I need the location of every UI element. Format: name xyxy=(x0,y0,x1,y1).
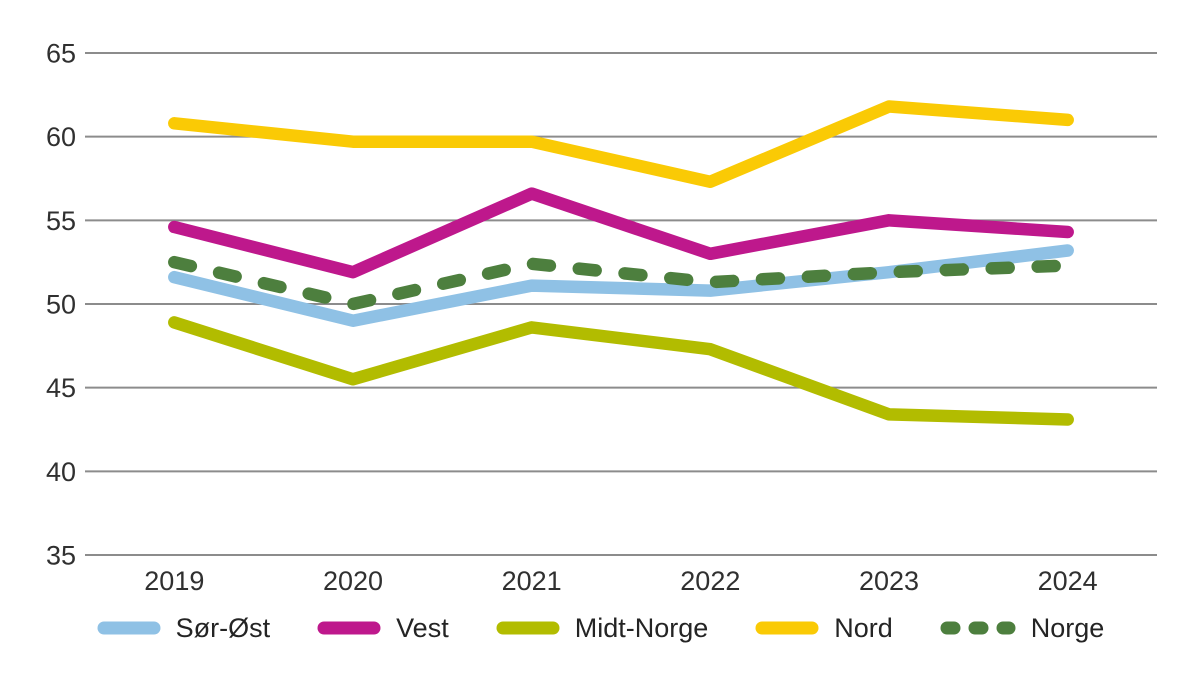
legend-label: Norge xyxy=(1030,612,1105,643)
y-axis-tick-label: 65 xyxy=(46,39,76,69)
legend-label: Midt-Norge xyxy=(574,612,709,643)
x-axis-tick-label: 2019 xyxy=(144,566,204,596)
legend-swatch-icon xyxy=(317,621,381,635)
legend-item-midt-norge[interactable]: Midt-Norge xyxy=(495,612,709,644)
y-axis-tick-label: 50 xyxy=(46,290,76,320)
x-axis-tick-label: 2023 xyxy=(859,566,919,596)
legend-swatch-icon xyxy=(496,621,560,635)
x-axis-tick-label: 2020 xyxy=(323,566,383,596)
y-axis-tick-label: 60 xyxy=(46,122,76,152)
legend-label: Vest xyxy=(396,612,449,643)
x-axis-tick-label: 2024 xyxy=(1038,566,1098,596)
legend-item-vest[interactable]: Vest xyxy=(316,613,449,644)
series-line-nord xyxy=(168,100,1074,189)
x-axis-tick-label: 2022 xyxy=(680,566,740,596)
y-axis-tick-label: 45 xyxy=(46,373,76,403)
series-line-vest xyxy=(168,187,1074,279)
chart-legend: Sør-Øst Vest Midt-Norge Nord Norge xyxy=(0,606,1200,650)
series-line-norge xyxy=(168,255,1074,311)
legend-label: Nord xyxy=(834,612,893,643)
legend-item-norge[interactable]: Norge xyxy=(939,612,1105,644)
legend-swatch-icon xyxy=(755,621,819,635)
y-axis-tick-label: 55 xyxy=(46,206,76,236)
legend-label: Sør-Øst xyxy=(175,612,271,643)
legend-swatch-icon xyxy=(940,621,1016,635)
legend-item-nord[interactable]: Nord xyxy=(754,613,893,644)
y-axis-tick-label: 35 xyxy=(46,541,76,571)
y-axis-tick-label: 40 xyxy=(46,457,76,487)
legend-item-s-r-st[interactable]: Sør-Øst xyxy=(96,612,271,644)
x-axis-tick-label: 2021 xyxy=(502,566,562,596)
series-line-midt-norge xyxy=(168,316,1074,426)
legend-swatch-icon xyxy=(97,621,161,635)
